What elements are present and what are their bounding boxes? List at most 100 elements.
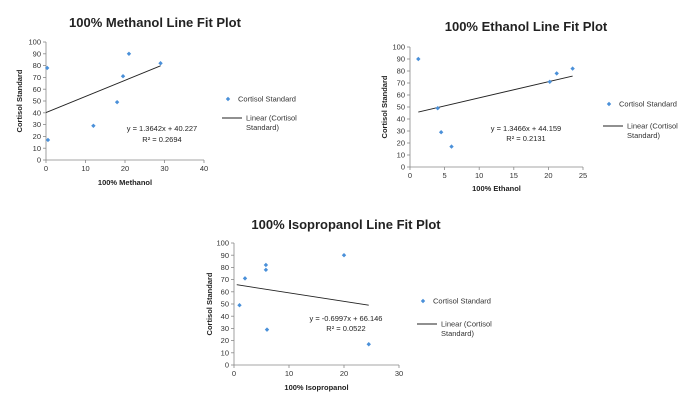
isopropanol-data-point	[237, 303, 242, 308]
methanol-x-tick-label: 0	[44, 164, 48, 173]
isopropanol-legend-trend-label-cont: Standard)	[441, 329, 474, 338]
isopropanol-y-tick-label: 20	[221, 336, 229, 345]
isopropanol-x-tick-label: 20	[340, 369, 348, 378]
isopropanol-y-tick-label: 10	[221, 348, 229, 357]
ethanol-data-point	[438, 130, 444, 135]
methanol-legend-trend-label-cont: Standard)	[246, 123, 279, 132]
isopropanol-legend-series-label: Cortisol Standard	[433, 297, 491, 306]
ethanol-legend-marker	[606, 101, 612, 107]
isopropanol-y-tick-label: 30	[221, 324, 229, 333]
methanol-x-tick-label: 30	[160, 164, 168, 173]
isopropanol-y-tick-label: 100	[216, 239, 229, 248]
ethanol-x-axis-label: 100% Ethanol	[472, 184, 521, 193]
isopropanol-data-point	[264, 327, 270, 332]
methanol-y-tick-label: 20	[33, 132, 41, 141]
ethanol-y-axis-label: Cortisol Standard	[380, 75, 389, 138]
ethanol-y-tick-label: 0	[401, 163, 405, 172]
ethanol-x-tick-label: 0	[408, 171, 412, 180]
ethanol-y-tick-label: 30	[397, 127, 405, 136]
methanol-x-tick-label: 10	[81, 164, 89, 173]
ethanol-y-tick-label: 20	[397, 139, 405, 148]
methanol-y-tick-label: 60	[33, 85, 41, 94]
isopropanol-x-tick-label: 0	[232, 369, 236, 378]
methanol-data-point	[45, 137, 51, 143]
ethanol-data-point	[416, 56, 421, 62]
methanol-chart-title: 100% Methanol Line Fit Plot	[69, 15, 242, 30]
methanol-trendline	[45, 65, 161, 113]
ethanol-y-tick-label: 80	[397, 67, 405, 76]
isopropanol-legend-marker	[420, 298, 426, 304]
methanol-y-axis-label: Cortisol Standard	[15, 69, 24, 132]
ethanol-trend-equation: y = 1.3466x + 44.159	[491, 124, 561, 133]
methanol-data-point	[44, 65, 50, 71]
isopropanol-x-tick-label: 30	[395, 369, 403, 378]
isopropanol-r-squared: R² = 0.0522	[326, 324, 365, 333]
methanol-legend-series-label: Cortisol Standard	[238, 95, 296, 104]
ethanol-data-point	[570, 66, 575, 71]
ethanol-data-point	[449, 144, 454, 149]
ethanol-y-tick-label: 70	[397, 79, 405, 88]
methanol-data-point	[126, 51, 132, 56]
methanol-y-tick-label: 0	[37, 156, 41, 165]
ethanol-x-tick-label: 5	[443, 171, 447, 180]
isopropanol-trend-equation: y = -0.6997x + 66.146	[310, 314, 383, 323]
isopropanol-x-axis-label: 100% Isopropanol	[284, 383, 348, 392]
ethanol-legend-series-label: Cortisol Standard	[619, 100, 677, 109]
ethanol-y-tick-label: 100	[392, 43, 405, 52]
isopropanol-y-tick-label: 0	[225, 361, 229, 370]
isopropanol-x-tick-label: 10	[285, 369, 293, 378]
isopropanol-y-tick-label: 70	[221, 275, 229, 284]
ethanol-data-point	[435, 106, 440, 111]
isopropanol-legend-trend-label: Linear (Cortisol	[441, 320, 492, 329]
ethanol-y-tick-label: 90	[397, 55, 405, 64]
isopropanol-y-tick-label: 40	[221, 312, 229, 321]
ethanol-x-tick-label: 25	[579, 171, 587, 180]
methanol-y-tick-label: 40	[33, 108, 41, 117]
ethanol-y-tick-label: 10	[397, 151, 405, 160]
ethanol-y-tick-label: 40	[397, 115, 405, 124]
ethanol-data-point	[554, 71, 559, 76]
methanol-x-tick-label: 20	[121, 164, 129, 173]
methanol-x-axis-label: 100% Methanol	[98, 178, 152, 187]
isopropanol-data-point	[242, 276, 248, 281]
ethanol-x-tick-label: 15	[510, 171, 518, 180]
methanol-y-tick-label: 30	[33, 120, 41, 129]
methanol-data-point	[158, 61, 163, 66]
methanol-x-tick-label: 40	[200, 164, 208, 173]
methanol-y-tick-label: 50	[33, 97, 41, 106]
methanol-legend-marker	[225, 96, 231, 102]
isopropanol-data-point	[263, 267, 269, 273]
isopropanol-y-tick-label: 80	[221, 263, 229, 272]
methanol-data-point	[114, 99, 120, 105]
isopropanol-y-tick-label: 50	[221, 300, 229, 309]
methanol-y-tick-label: 90	[33, 49, 41, 58]
ethanol-r-squared: R² = 0.2131	[506, 134, 545, 143]
isopropanol-y-tick-label: 60	[221, 287, 229, 296]
ethanol-legend-trend-label: Linear (Cortisol	[627, 122, 678, 131]
methanol-y-tick-label: 70	[33, 73, 41, 82]
ethanol-y-tick-label: 60	[397, 91, 405, 100]
methanol-r-squared: R² = 0.2694	[142, 135, 181, 144]
methanol-y-tick-label: 80	[33, 61, 41, 70]
isopropanol-y-tick-label: 90	[221, 251, 229, 260]
methanol-y-tick-label: 100	[28, 38, 41, 47]
methanol-trend-equation: y = 1.3642x + 40.227	[127, 124, 197, 133]
isopropanol-chart-title: 100% Isopropanol Line Fit Plot	[251, 217, 441, 232]
methanol-y-tick-label: 10	[33, 144, 41, 153]
methanol-data-point	[91, 123, 96, 128]
ethanol-data-point	[547, 79, 552, 84]
isopropanol-data-point	[263, 262, 269, 268]
ethanol-y-tick-label: 50	[397, 103, 405, 112]
isopropanol-data-point	[366, 342, 371, 347]
ethanol-x-tick-label: 20	[544, 171, 552, 180]
ethanol-chart-title: 100% Ethanol Line Fit Plot	[445, 19, 608, 34]
ethanol-trendline	[418, 75, 573, 113]
isopropanol-data-point	[341, 253, 347, 258]
ethanol-x-tick-label: 10	[475, 171, 483, 180]
methanol-legend-trend-label: Linear (Cortisol	[246, 114, 297, 123]
isopropanol-trendline	[236, 284, 369, 306]
ethanol-legend-trend-label-cont: Standard)	[627, 131, 660, 140]
isopropanol-y-axis-label: Cortisol Standard	[205, 272, 214, 335]
methanol-data-point	[120, 74, 126, 79]
